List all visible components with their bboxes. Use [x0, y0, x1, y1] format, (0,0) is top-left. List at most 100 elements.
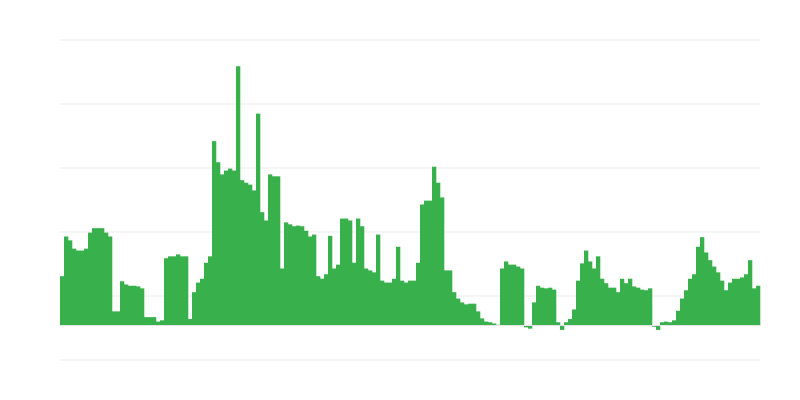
bar	[660, 322, 665, 326]
bar	[392, 278, 397, 326]
bar	[612, 287, 617, 326]
bar	[692, 274, 697, 326]
bar	[112, 311, 117, 326]
bar	[172, 256, 177, 326]
bar	[64, 236, 69, 326]
bar	[696, 246, 701, 326]
bar	[652, 325, 657, 327]
bar	[592, 268, 597, 326]
bar	[288, 224, 293, 326]
bar	[220, 174, 225, 326]
bar	[272, 176, 277, 326]
bar	[568, 319, 573, 326]
bar	[76, 250, 81, 326]
bar	[108, 236, 113, 326]
bar	[552, 289, 557, 326]
bar	[348, 220, 353, 326]
bar	[240, 180, 245, 326]
bar	[316, 276, 321, 326]
bar	[500, 268, 505, 326]
bar	[448, 270, 453, 326]
bar	[752, 288, 757, 326]
bars	[60, 66, 761, 330]
bar	[428, 200, 433, 326]
bar	[548, 287, 553, 326]
bar	[368, 270, 373, 326]
bar	[416, 262, 421, 326]
bar	[196, 282, 201, 326]
bar	[120, 281, 125, 326]
bar	[204, 262, 209, 326]
bar	[640, 289, 645, 326]
bar	[556, 322, 561, 326]
bar	[68, 240, 73, 326]
bar	[508, 264, 513, 326]
bar	[708, 260, 713, 326]
bar	[756, 285, 761, 326]
bar	[480, 318, 485, 326]
bar	[452, 292, 457, 326]
bar	[728, 282, 733, 326]
bar	[208, 256, 213, 326]
bar	[336, 264, 341, 326]
bar	[104, 232, 109, 326]
bar	[192, 292, 197, 326]
bar	[168, 256, 173, 326]
bar	[656, 325, 661, 330]
bar	[356, 218, 361, 326]
bar	[524, 325, 529, 328]
bar	[84, 248, 89, 326]
bar	[736, 278, 741, 326]
bar	[400, 280, 405, 326]
bar	[244, 182, 249, 326]
bar	[600, 278, 605, 326]
bar	[504, 261, 509, 326]
bar	[388, 282, 393, 326]
bar	[308, 236, 313, 326]
bar	[484, 321, 489, 326]
bar	[472, 303, 477, 326]
bar	[152, 317, 157, 326]
bar	[740, 277, 745, 326]
bar	[176, 254, 181, 326]
bar	[60, 276, 65, 326]
bar	[72, 248, 77, 326]
bar	[300, 226, 305, 326]
bar	[700, 237, 705, 326]
bar	[352, 262, 357, 326]
bar	[672, 320, 677, 326]
bar	[404, 282, 409, 326]
bar	[464, 304, 469, 326]
bar	[236, 66, 241, 326]
bar	[328, 235, 333, 326]
bar	[320, 278, 325, 326]
bar	[468, 303, 473, 326]
bar	[688, 278, 693, 326]
bar	[616, 292, 621, 326]
bar	[544, 288, 549, 326]
bar	[232, 170, 237, 326]
bar	[420, 204, 425, 326]
bar	[268, 174, 273, 326]
bar	[680, 298, 685, 326]
bar	[80, 250, 85, 326]
bar	[164, 258, 169, 326]
bar	[636, 287, 641, 326]
bar	[456, 298, 461, 326]
bar	[432, 166, 437, 326]
bar	[560, 325, 565, 330]
bar	[100, 228, 105, 326]
bar	[716, 272, 721, 326]
bar	[140, 288, 145, 326]
bar	[684, 290, 689, 326]
bar	[296, 225, 301, 326]
bar	[712, 266, 717, 326]
bar	[604, 283, 609, 326]
bar	[148, 317, 153, 326]
bar	[136, 286, 141, 326]
bar	[440, 197, 445, 326]
bar	[256, 113, 261, 326]
bar	[228, 168, 233, 326]
bar	[648, 288, 653, 326]
